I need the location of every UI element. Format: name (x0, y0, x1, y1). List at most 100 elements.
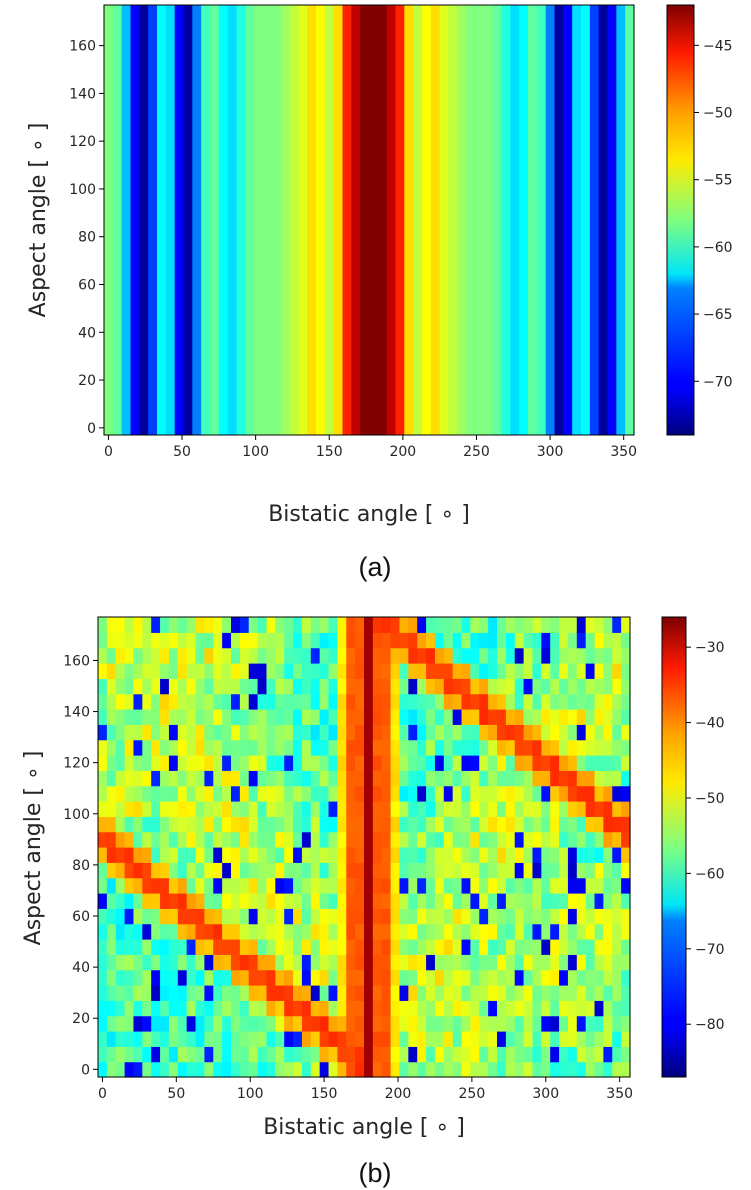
heatmap-cell (310, 969, 321, 986)
heatmap-cell (168, 1046, 179, 1063)
heatmap-cell (195, 923, 205, 940)
heatmap-cell (284, 1031, 294, 1047)
x-tick-label: 250 (463, 444, 490, 460)
heatmap-cell (567, 709, 578, 725)
heatmap-cell (461, 709, 471, 725)
heatmap-cell (355, 908, 365, 925)
heatmap-cell (284, 985, 294, 1001)
heatmap-cell (222, 816, 232, 833)
heatmap-cell (488, 693, 498, 710)
heatmap-cell (417, 985, 427, 1001)
heatmap-cell (257, 1061, 268, 1078)
heatmap-cell (160, 693, 170, 710)
heatmap-cell (559, 969, 569, 986)
heatmap-cell (559, 724, 569, 741)
heatmap-cell (301, 877, 312, 894)
heatmap-cell (594, 954, 604, 971)
heatmap-cell (337, 1031, 347, 1047)
heatmap-cell (488, 785, 498, 802)
heatmap-cell (585, 1061, 596, 1078)
heatmap-cell (124, 709, 135, 725)
heatmap-cell (133, 755, 143, 771)
heatmap-cell (461, 877, 471, 894)
heatmap-cell (603, 770, 613, 787)
heatmap-cell (115, 908, 126, 925)
heatmap-cell (497, 816, 507, 833)
heatmap-column (333, 5, 344, 435)
heatmap-cell (461, 617, 471, 633)
heatmap-cell (497, 954, 507, 971)
heatmap-cell (612, 724, 622, 741)
heatmap-cell (177, 724, 188, 741)
heatmap-cell (488, 663, 498, 679)
heatmap-cell (497, 1031, 507, 1047)
heatmap-cell (319, 847, 330, 863)
heatmap-cell (399, 678, 409, 695)
heatmap-cell (177, 663, 188, 679)
heatmap-cell (204, 801, 214, 817)
heatmap-cell (310, 1046, 321, 1063)
heatmap-cell (275, 893, 285, 909)
heatmap-cell (124, 923, 135, 940)
heatmap-cell (248, 969, 259, 986)
heatmap-cell (222, 632, 232, 649)
heatmap-cell (550, 1015, 560, 1032)
heatmap-cell (195, 816, 205, 833)
heatmap-cell (160, 908, 170, 925)
heatmap-cell (337, 831, 347, 848)
heatmap-cell (514, 985, 525, 1001)
heatmap-cell (275, 816, 285, 833)
heatmap-cell (470, 923, 480, 940)
heatmap-cell (284, 893, 294, 909)
heatmap-cell (133, 877, 143, 894)
heatmap-cell (390, 678, 401, 695)
heatmap-cell (275, 801, 285, 817)
heatmap-cell (417, 1031, 427, 1047)
heatmap-cell (461, 939, 471, 955)
heatmap-cell (195, 862, 205, 879)
heatmap-cell (523, 663, 534, 679)
heatmap-cell (541, 801, 551, 817)
heatmap-cell (266, 816, 276, 833)
heatmap-cell (177, 617, 188, 633)
heatmap-cell (470, 755, 480, 771)
heatmap-cell (355, 632, 365, 649)
heatmap-cell (293, 893, 303, 909)
heatmap-cell (133, 678, 143, 695)
heatmap-cell (248, 709, 259, 725)
heatmap-cell (98, 785, 108, 802)
heatmap-cell (505, 847, 516, 863)
heatmap-cell (328, 693, 338, 710)
heatmap-cell (284, 770, 294, 787)
heatmap-cell (133, 1046, 143, 1063)
heatmap-cell (231, 877, 241, 894)
heatmap-cell (532, 709, 542, 725)
heatmap-column (466, 5, 476, 435)
heatmap-cell (266, 969, 276, 986)
colorbar-tick-label: −70 (703, 374, 733, 390)
heatmap-cell (532, 847, 542, 863)
heatmap-cell (222, 1000, 232, 1017)
x-tick-label: 150 (311, 1086, 338, 1102)
heatmap-column (192, 5, 202, 435)
heatmap-cell (390, 877, 401, 894)
panel-label-b: (b) (359, 1158, 392, 1188)
heatmap-cell (381, 632, 392, 649)
heatmap-cell (310, 831, 321, 848)
heatmap-column (607, 5, 617, 435)
heatmap-cell (470, 678, 480, 695)
heatmap-cell (168, 617, 179, 633)
heatmap-cell (417, 678, 427, 695)
heatmap-cell (505, 831, 516, 848)
heatmap-cell (319, 785, 330, 802)
heatmap-cell (514, 862, 525, 879)
heatmap-cell (452, 724, 463, 741)
heatmap-cell (257, 1046, 268, 1063)
heatmap-cell (98, 1046, 108, 1063)
heatmap-cell (461, 969, 471, 986)
heatmap-cell (124, 770, 135, 787)
heatmap-cell (461, 831, 471, 848)
heatmap-cell (275, 755, 285, 771)
heatmap-cell (594, 632, 604, 649)
heatmap-cell (133, 663, 143, 679)
